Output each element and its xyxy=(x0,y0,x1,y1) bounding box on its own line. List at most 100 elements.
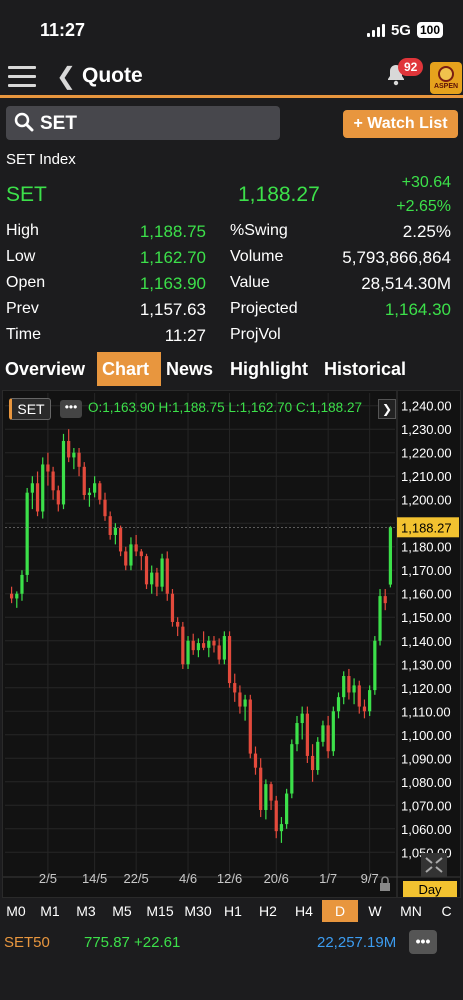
back-chevron-icon[interactable]: ❮ xyxy=(56,63,77,90)
tab-news[interactable]: News xyxy=(166,359,214,379)
candle-body xyxy=(139,551,143,557)
stat-label-projected: Projected xyxy=(230,300,298,317)
x-tick-label: 2/5 xyxy=(39,871,57,886)
candle-body xyxy=(222,636,226,660)
candlestick-chart[interactable]: 1,240.00 1,230.00 1,220.00 1,210.00 1,200.00… xyxy=(3,391,460,897)
candle-body xyxy=(207,640,211,648)
chart-expand-icon[interactable]: ❯ xyxy=(378,399,396,419)
y-tick-label: 1,210.00 xyxy=(401,469,452,484)
y-tick-label: 1,080.00 xyxy=(401,775,452,790)
timeframe-m15[interactable]: M15 xyxy=(146,903,174,919)
candle-body xyxy=(144,556,149,585)
y-tick-label: 1,100.00 xyxy=(401,728,452,743)
last-price: 1,188.27 xyxy=(238,183,320,206)
stat-value-pct-swing: 2.25% xyxy=(402,222,451,241)
candle-body xyxy=(342,676,346,698)
search-box[interactable] xyxy=(6,106,280,140)
index-name: SET Index xyxy=(6,151,76,168)
candle-body xyxy=(77,452,81,467)
x-tick-label: 1/7 xyxy=(319,871,337,886)
candle-body xyxy=(388,527,393,585)
price-change: +30.64 xyxy=(401,174,451,191)
candle-body xyxy=(201,643,206,648)
stat-value-low: 1,162.70 xyxy=(139,248,206,267)
y-tick-label: 1,060.00 xyxy=(401,822,452,837)
candle-body xyxy=(20,574,24,594)
stat-value-high: 1,188.75 xyxy=(139,222,206,241)
timeframe-m30[interactable]: M30 xyxy=(184,903,212,919)
footer-value: 775.87 +22.61 xyxy=(84,934,181,951)
timeframe-d[interactable]: D xyxy=(322,900,358,922)
footer-symbol[interactable]: SET50 xyxy=(4,934,50,951)
y-tick-label: 1,230.00 xyxy=(401,422,452,437)
candle-body xyxy=(279,824,284,832)
search-input[interactable] xyxy=(40,113,270,135)
timeframe-m0[interactable]: M0 xyxy=(6,903,26,919)
stat-label-low: Low xyxy=(6,248,36,265)
y-tick-label: 1,130.00 xyxy=(401,657,452,672)
candle-body xyxy=(181,626,185,665)
period-tag xyxy=(403,881,457,897)
candle-body xyxy=(290,744,294,794)
timeframe-m5[interactable]: M5 xyxy=(112,903,132,919)
chart-panel[interactable]: 1,240.00 1,230.00 1,220.00 1,210.00 1,200.00… xyxy=(2,390,461,898)
footer-more-icon[interactable]: ••• xyxy=(409,930,437,954)
menu-icon[interactable] xyxy=(8,66,36,88)
footer-volume: 22,257.19M xyxy=(317,934,397,951)
candle-body xyxy=(25,492,29,575)
candle-body xyxy=(285,793,289,825)
y-tick-label: 1,170.00 xyxy=(401,563,452,578)
x-tick-label: 20/6 xyxy=(264,871,289,886)
stat-value-time: 11:27 xyxy=(164,326,206,345)
tab-overview[interactable]: Overview xyxy=(5,359,86,379)
tab-chart[interactable]: Chart xyxy=(97,352,161,386)
timeframe-bar: M0 M1 M3 M5 M15 M30 H1 H2 H4 D W MN C xyxy=(0,900,463,922)
candle-body xyxy=(35,483,40,512)
candle-body xyxy=(9,593,14,599)
more-icon[interactable]: ••• xyxy=(60,400,82,418)
candle-body xyxy=(82,466,86,496)
fullscreen-icon xyxy=(421,853,447,877)
notification-badge: 92 xyxy=(398,58,424,76)
candle-body xyxy=(87,492,92,496)
timeframe-h2[interactable]: H2 xyxy=(259,903,277,919)
candle-body xyxy=(61,440,66,505)
timeframe-h4[interactable]: H4 xyxy=(295,903,313,919)
aspen-logo[interactable]: ASPEN xyxy=(430,62,462,94)
timeframe-c[interactable]: C xyxy=(441,903,452,919)
quote-symbol: SET xyxy=(6,183,47,206)
candle-body xyxy=(15,593,19,599)
candle-body xyxy=(248,699,252,754)
y-tick-label: 1,200.00 xyxy=(401,493,452,508)
watch-list-button[interactable]: + Watch List xyxy=(343,110,458,138)
timeframe-mn[interactable]: MN xyxy=(400,903,422,919)
candle-body xyxy=(134,544,138,552)
timeframe-h1[interactable]: H1 xyxy=(224,903,242,919)
network-label: 5G xyxy=(390,21,411,39)
candle-body xyxy=(103,499,107,517)
candle-body xyxy=(113,527,117,535)
current-price-label: 1,188.27 xyxy=(401,520,452,535)
chart-symbol-tag[interactable]: SET xyxy=(9,398,51,420)
candle-body xyxy=(274,800,278,832)
candle-body xyxy=(186,640,190,665)
y-tick-label: 1,110.00 xyxy=(401,704,451,719)
timeframe-w[interactable]: W xyxy=(368,903,382,919)
x-tick-label: 14/5 xyxy=(82,871,107,886)
x-tick-label: 4/6 xyxy=(179,871,197,886)
candle-body xyxy=(196,643,201,651)
period-label: Day xyxy=(418,882,442,897)
tab-historical[interactable]: Historical xyxy=(324,359,407,379)
candle-body xyxy=(300,713,304,724)
timeframe-m3[interactable]: M3 xyxy=(76,903,96,919)
timeframe-m1[interactable]: M1 xyxy=(40,903,60,919)
tab-highlight[interactable]: Highlight xyxy=(230,359,308,379)
candle-body xyxy=(243,699,247,707)
y-tick-label: 1,120.00 xyxy=(401,681,452,696)
candle-body xyxy=(46,464,50,472)
stat-label-time: Time xyxy=(6,326,41,343)
candle-body xyxy=(316,741,320,771)
stat-value-value: 28,514.30M xyxy=(361,274,451,293)
candle-body xyxy=(165,558,169,594)
y-tick-label: 1,140.00 xyxy=(401,634,452,649)
